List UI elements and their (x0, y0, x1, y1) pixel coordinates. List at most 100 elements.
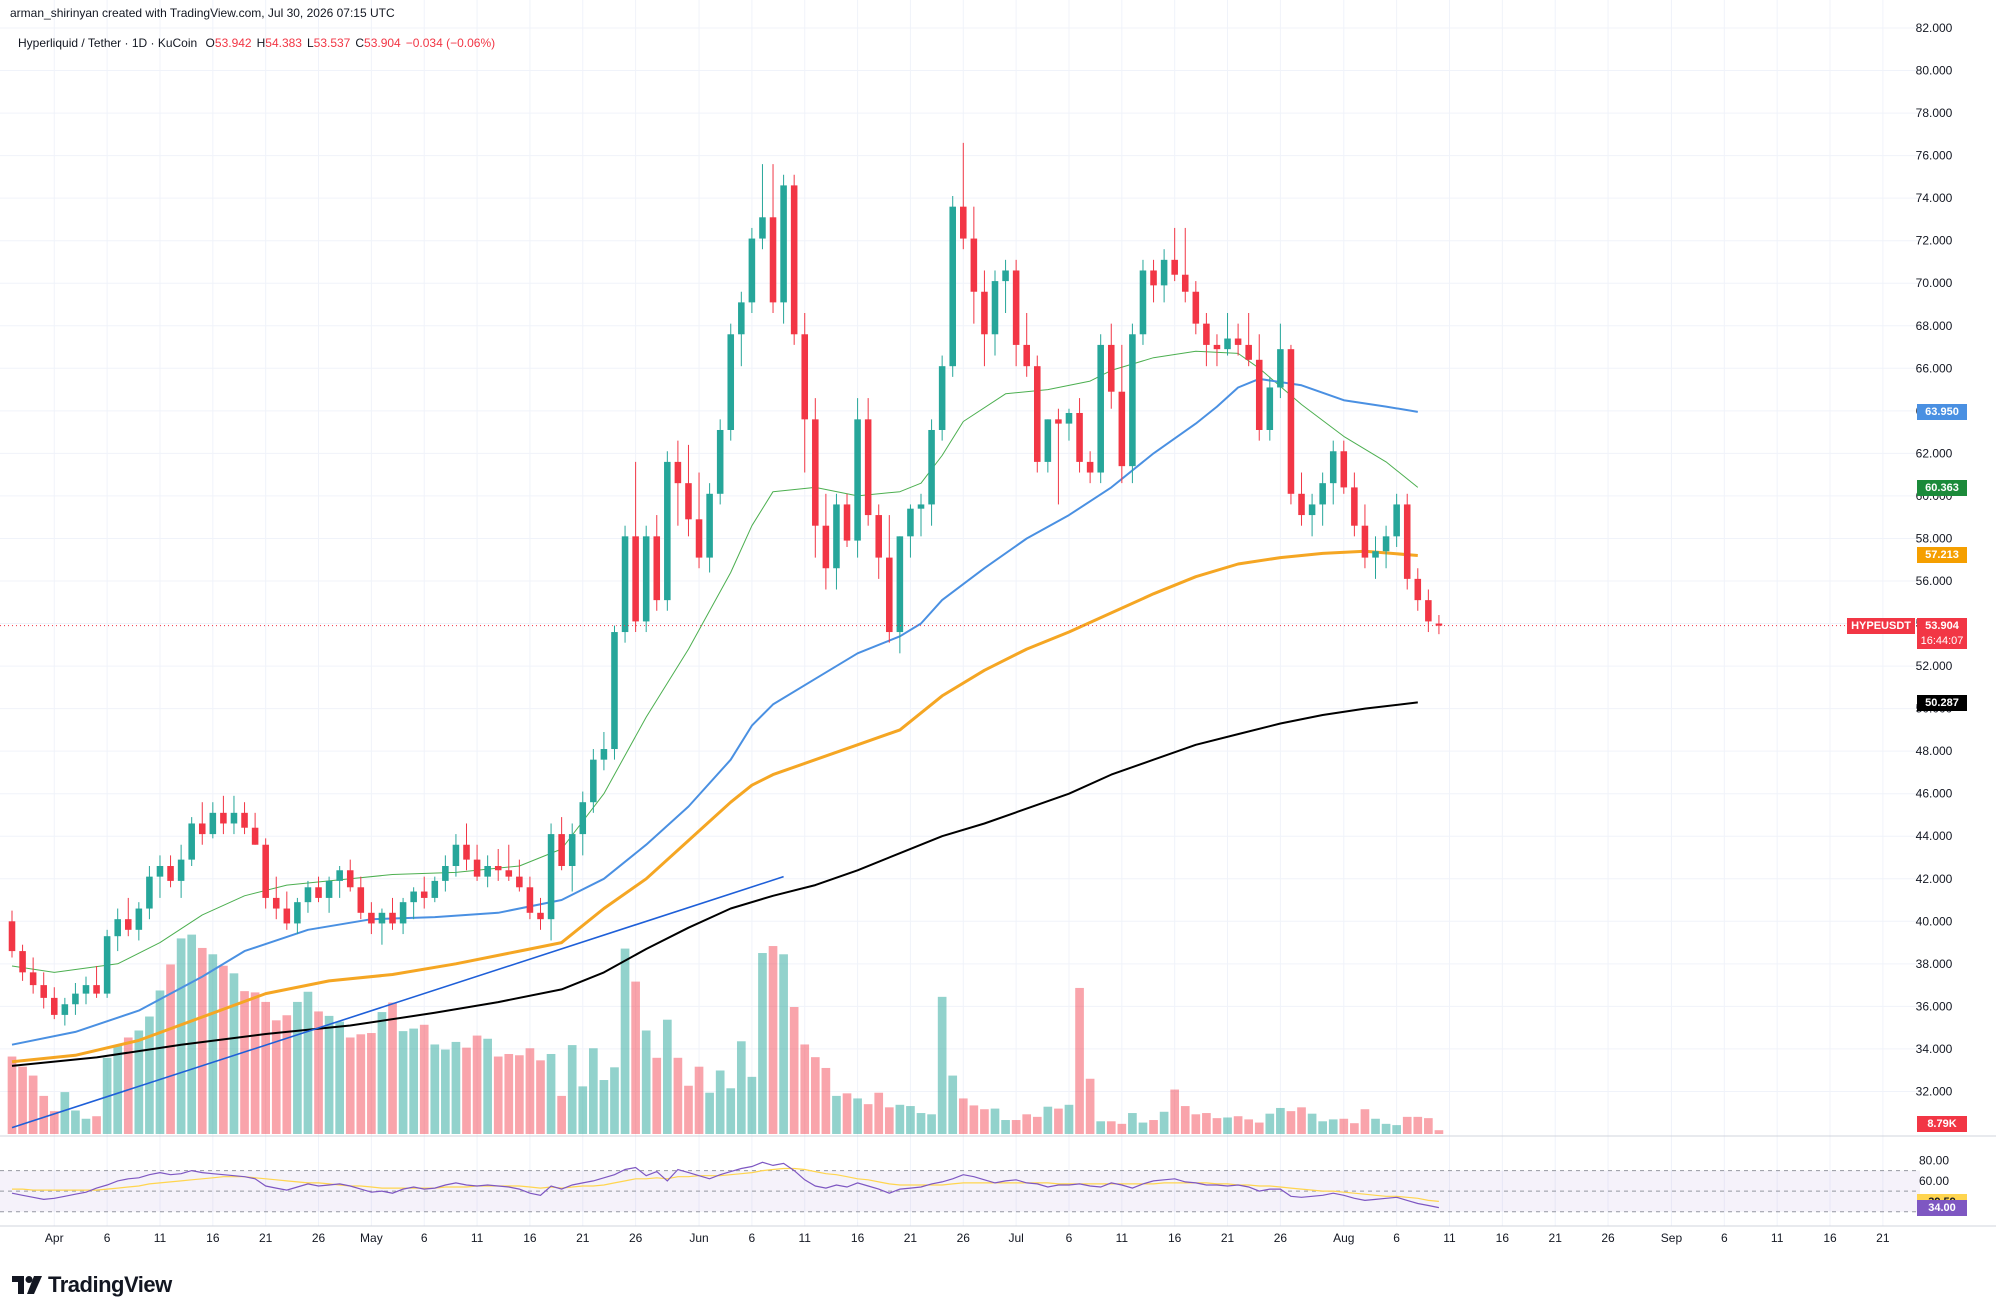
candle-body (738, 302, 745, 335)
ohlc-item: −0.034 (−0.06%) (406, 36, 495, 50)
candle-body (114, 919, 121, 937)
volume-bar (60, 1092, 70, 1134)
candle-body (579, 802, 587, 835)
price-tick-label: 82.000 (1916, 21, 1953, 35)
candle-body (1181, 274, 1189, 292)
candle-body (1414, 578, 1422, 601)
candle-body (325, 880, 333, 898)
time-tick-label: 6 (749, 1231, 756, 1245)
ohlc-value: 53.904 (364, 36, 401, 50)
candle-body (1160, 259, 1168, 286)
volume-bar (1392, 1125, 1401, 1134)
volume-bar (620, 948, 630, 1134)
candle-body (272, 897, 280, 909)
volume-bar (578, 1086, 588, 1134)
ma50-tag: 63.950 (1917, 403, 1967, 420)
candle-body (357, 887, 365, 913)
price-tick-label: 76.000 (1916, 149, 1953, 163)
ohlc-label: H (256, 36, 266, 50)
volume-bar (747, 1076, 757, 1134)
candle-body (177, 859, 185, 881)
time-tick-label: 16 (206, 1231, 220, 1245)
candle-body (1076, 412, 1083, 462)
volume-bar (1223, 1117, 1232, 1134)
time-tick-label: 6 (421, 1231, 428, 1245)
volume-bar (546, 1053, 556, 1134)
candle-body (801, 334, 809, 420)
ohlc-item: O53.942 (206, 36, 252, 50)
volume-bar (958, 1098, 968, 1134)
chart-credit: arman_shirinyan created with TradingView… (10, 6, 395, 20)
rsi-tick-label: 60.00 (1919, 1174, 1949, 1188)
candle-body (833, 504, 840, 569)
symbol-title[interactable]: Hyperliquid / Tether · 1D · KuCoin (18, 36, 198, 50)
grid (0, 0, 1920, 1226)
candle-body (727, 334, 735, 430)
candle-body (452, 844, 460, 867)
volume-bar (293, 1001, 302, 1134)
candle-body (188, 823, 195, 860)
time-tick-label: Sep (1661, 1231, 1683, 1245)
time-tick-label: 21 (1221, 1231, 1235, 1245)
candle-body (780, 185, 787, 303)
candle-body (843, 504, 851, 541)
candle-body (1033, 366, 1041, 462)
volume-bar (145, 1016, 154, 1134)
volume-bar (599, 1080, 609, 1134)
volume-bar (250, 992, 260, 1134)
volume-bar (1402, 1116, 1412, 1134)
candle-body (822, 525, 830, 569)
volume-bar (282, 1015, 292, 1134)
volume-bar (768, 946, 778, 1134)
volume-bar (430, 1044, 440, 1134)
volume-bar (197, 947, 207, 1134)
volume-bar (419, 1024, 429, 1134)
ohlc-item: H54.383 (257, 36, 302, 50)
volume-bar (345, 1037, 355, 1134)
ohlc-value: 54.383 (265, 36, 302, 50)
axes: 82.000 80.000 78.000 76.000 74.000 72.000 70.0… (0, 21, 1996, 1245)
candle-body (294, 902, 301, 924)
volume-bar (1096, 1121, 1106, 1134)
candle-body (1403, 504, 1411, 579)
candle-body (1298, 493, 1305, 516)
time-tick-label: 16 (1823, 1231, 1837, 1245)
time-tick-label: 26 (957, 1231, 971, 1245)
ohlc-values: O53.942 H54.383 L53.537 C53.904 −0.034 (−0.0… (201, 36, 496, 50)
candle-body (1213, 344, 1221, 350)
time-tick-label: 26 (1601, 1231, 1615, 1245)
candle-body (82, 985, 90, 994)
volume-bar (314, 1011, 323, 1134)
volume-bar (398, 1031, 408, 1134)
candle-body (981, 291, 988, 335)
symbol-legend: Hyperliquid / Tether · 1D · KuCoin O53.9… (18, 36, 495, 50)
volume-bar (1424, 1118, 1433, 1134)
volume-bar (123, 1037, 133, 1134)
volume-bar (271, 1020, 281, 1134)
rsi-pane (0, 1161, 1920, 1213)
volume-bar (39, 1095, 49, 1134)
candle-body (991, 281, 999, 335)
volume-bar (483, 1038, 492, 1134)
volume-bar (187, 934, 197, 1134)
ohlc-label: O (205, 36, 215, 50)
ohlc-label: C (355, 36, 365, 50)
volume-bar (1254, 1122, 1264, 1134)
volume-bar (1413, 1116, 1423, 1134)
volume-bar (18, 1066, 27, 1134)
candle-body (51, 997, 58, 1015)
volume-bar (525, 1048, 535, 1134)
volume-bar (662, 1019, 672, 1134)
volume-bar (1318, 1121, 1327, 1134)
candle-body (1308, 504, 1316, 516)
tradingview-brand[interactable]: TradingView (12, 1272, 172, 1298)
volume-bar (1159, 1111, 1169, 1134)
candle-body (1224, 338, 1231, 350)
candle-body (1012, 270, 1020, 345)
candle-body (600, 749, 608, 760)
price-tick-label: 78.000 (1916, 106, 1953, 120)
volume-bar (377, 1012, 387, 1134)
volume-bar (113, 1045, 123, 1134)
candle-body (1044, 419, 1052, 462)
